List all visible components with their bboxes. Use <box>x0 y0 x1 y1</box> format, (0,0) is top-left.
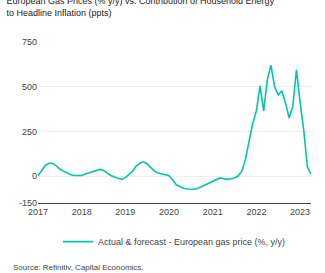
svg-text:2021: 2021 <box>203 207 223 217</box>
svg-text:2022: 2022 <box>246 207 266 217</box>
svg-text:750: 750 <box>22 37 37 47</box>
svg-text:500: 500 <box>22 82 37 92</box>
svg-text:2020: 2020 <box>159 207 179 217</box>
svg-text:2017: 2017 <box>28 207 48 217</box>
svg-text:European Gas Prices (% y/y) vs: European Gas Prices (% y/y) vs. Contribu… <box>7 0 275 18</box>
svg-text:-150: -150 <box>19 198 37 208</box>
svg-text:250: 250 <box>22 127 37 137</box>
svg-text:2018: 2018 <box>72 207 92 217</box>
svg-text:0: 0 <box>32 171 37 181</box>
svg-text:2023: 2023 <box>290 207 310 217</box>
svg-text:Source: Refinitiv, Capital Eco: Source: Refinitiv, Capital Economics. <box>13 263 144 272</box>
svg-text:2019: 2019 <box>115 207 135 217</box>
svg-text:Actual & forecast - European g: Actual & forecast - European gas price (… <box>98 237 285 247</box>
